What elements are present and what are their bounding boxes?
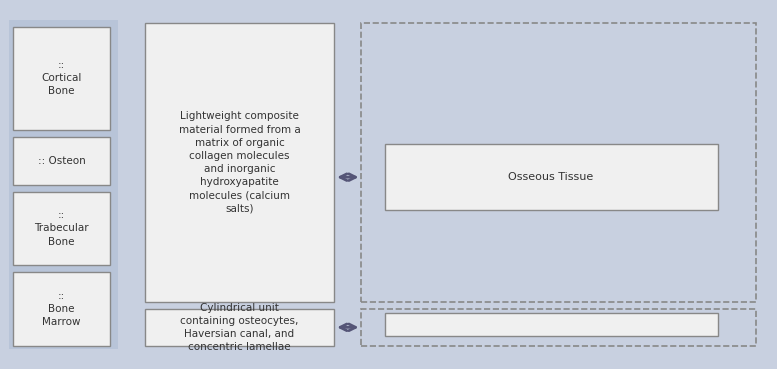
Text: ::
Bone
Marrow: :: Bone Marrow [42,291,81,327]
FancyBboxPatch shape [9,20,117,349]
Text: :: Osteon: :: Osteon [37,156,85,166]
Text: ::
Cortical
Bone: :: Cortical Bone [41,60,82,97]
FancyBboxPatch shape [13,192,110,265]
FancyBboxPatch shape [145,23,334,302]
Text: Cylindrical unit
containing osteocytes,
Haversian canal, and
concentric lamellae: Cylindrical unit containing osteocytes, … [180,303,298,352]
FancyBboxPatch shape [13,137,110,184]
FancyBboxPatch shape [145,309,334,346]
FancyBboxPatch shape [385,144,717,210]
FancyBboxPatch shape [13,27,110,130]
Text: Lightweight composite
material formed from a
matrix of organic
collagen molecule: Lightweight composite material formed fr… [179,111,301,214]
FancyBboxPatch shape [385,313,717,337]
Text: Osseous Tissue: Osseous Tissue [508,172,594,182]
FancyBboxPatch shape [13,272,110,346]
Text: ::
Trabecular
Bone: :: Trabecular Bone [34,210,89,246]
